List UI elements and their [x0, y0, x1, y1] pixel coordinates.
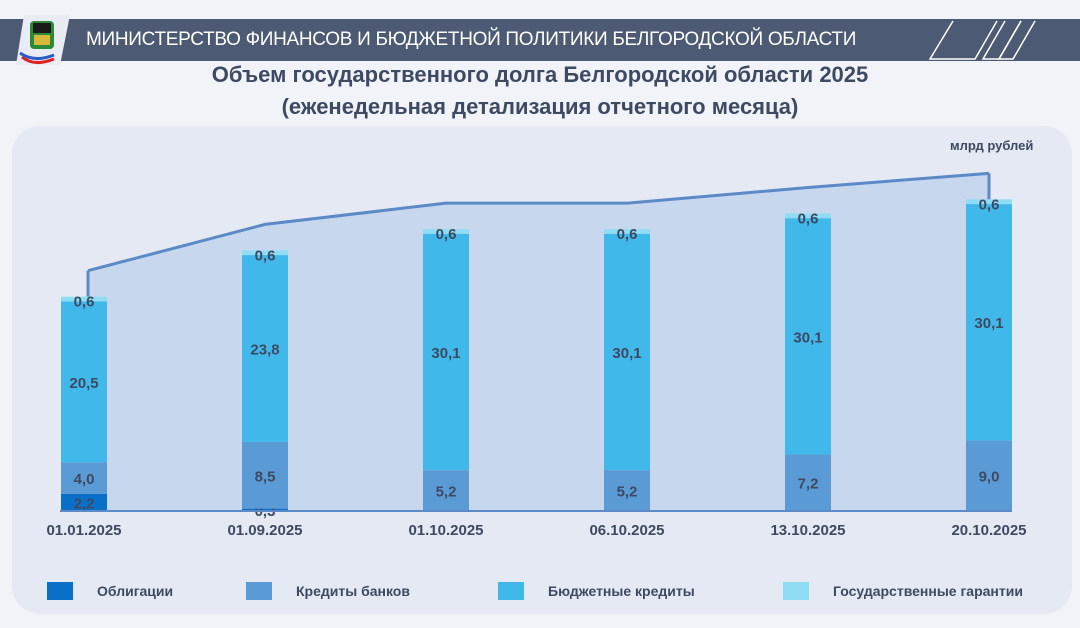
x-tick-label: 01.01.2025	[46, 522, 121, 539]
data-label: 4,0	[74, 471, 95, 488]
data-label: 0,6	[436, 226, 457, 243]
bar-segment	[61, 296, 107, 302]
chart-subtitle: (еженедельная детализация отчетного меся…	[281, 94, 799, 119]
legend-swatch	[47, 582, 73, 600]
data-label: 30,1	[612, 345, 641, 362]
x-tick-label: 01.10.2025	[408, 522, 483, 539]
bar-segment	[966, 199, 1012, 205]
data-label: 0,6	[617, 226, 638, 243]
bar-segment	[423, 229, 469, 234]
x-tick-label: 13.10.2025	[770, 522, 845, 539]
bar-segment	[423, 233, 469, 471]
data-label: 0,6	[74, 294, 95, 311]
legend-swatch	[246, 582, 272, 600]
bar-segment	[966, 204, 1012, 441]
bar-segment	[242, 441, 288, 509]
bar-segment	[604, 233, 650, 471]
chart-title: Объем государственного долга Белгородско…	[211, 62, 869, 87]
bar-segment	[61, 493, 107, 511]
legend-item-bonds: Облигации	[47, 582, 173, 600]
data-label: 7,2	[798, 476, 819, 493]
legend-swatch	[783, 582, 809, 600]
bar-segment	[604, 229, 650, 234]
data-label: 0,6	[979, 196, 1000, 213]
legend-swatch	[498, 582, 524, 600]
x-tick-label: 01.09.2025	[227, 522, 302, 539]
data-label: 0,6	[798, 210, 819, 227]
bar-segment	[785, 454, 831, 511]
header-decoration	[928, 20, 1036, 60]
bar-segment	[242, 250, 288, 256]
x-tick-label: 06.10.2025	[589, 522, 664, 539]
data-label: 5,2	[436, 484, 457, 501]
data-label: 20,5	[69, 375, 98, 392]
legend-item-bank-credits: Кредиты банков	[246, 582, 410, 600]
data-label: 2,2	[74, 495, 95, 512]
legend-label: Кредиты банков	[296, 583, 410, 599]
bar-segment	[242, 255, 288, 442]
legend-item-guarantees: Государственные гарантии	[783, 582, 1023, 600]
data-label: 0,6	[255, 247, 276, 264]
data-label: 8,5	[255, 468, 276, 485]
bar-segment	[423, 470, 469, 511]
legend-label: Государственные гарантии	[833, 583, 1023, 599]
bar-segment	[61, 301, 107, 463]
data-label: 30,1	[974, 315, 1003, 332]
legend-label: Облигации	[97, 583, 174, 599]
data-label: 5,2	[617, 484, 638, 501]
total-area	[88, 173, 989, 512]
bar-segment	[966, 440, 1012, 511]
bar-segment	[604, 470, 650, 511]
data-label: 30,1	[431, 345, 460, 362]
data-label: 23,8	[250, 342, 279, 359]
data-label: 9,0	[979, 469, 1000, 486]
bar-segment	[242, 508, 288, 511]
total-line	[87, 171, 990, 273]
data-label: 30,1	[793, 329, 822, 346]
header-bar: МИНИСТЕРСТВО ФИНАНСОВ И БЮДЖЕТНОЙ ПОЛИТИ…	[0, 15, 1080, 65]
x-tick-label: 20.10.2025	[951, 522, 1026, 539]
coat-of-arms-logo	[16, 15, 70, 65]
ministry-title: МИНИСТЕРСТВО ФИНАНСОВ И БЮДЖЕТНОЙ ПОЛИТИ…	[86, 29, 857, 50]
unit-label: млрд рублей	[950, 138, 1034, 153]
legend-label: Бюджетные кредиты	[548, 583, 695, 599]
bar-segment	[61, 462, 107, 494]
bar-segment	[785, 213, 831, 219]
bar-segment	[785, 218, 831, 455]
legend-item-budget-credits: Бюджетные кредиты	[498, 582, 695, 600]
